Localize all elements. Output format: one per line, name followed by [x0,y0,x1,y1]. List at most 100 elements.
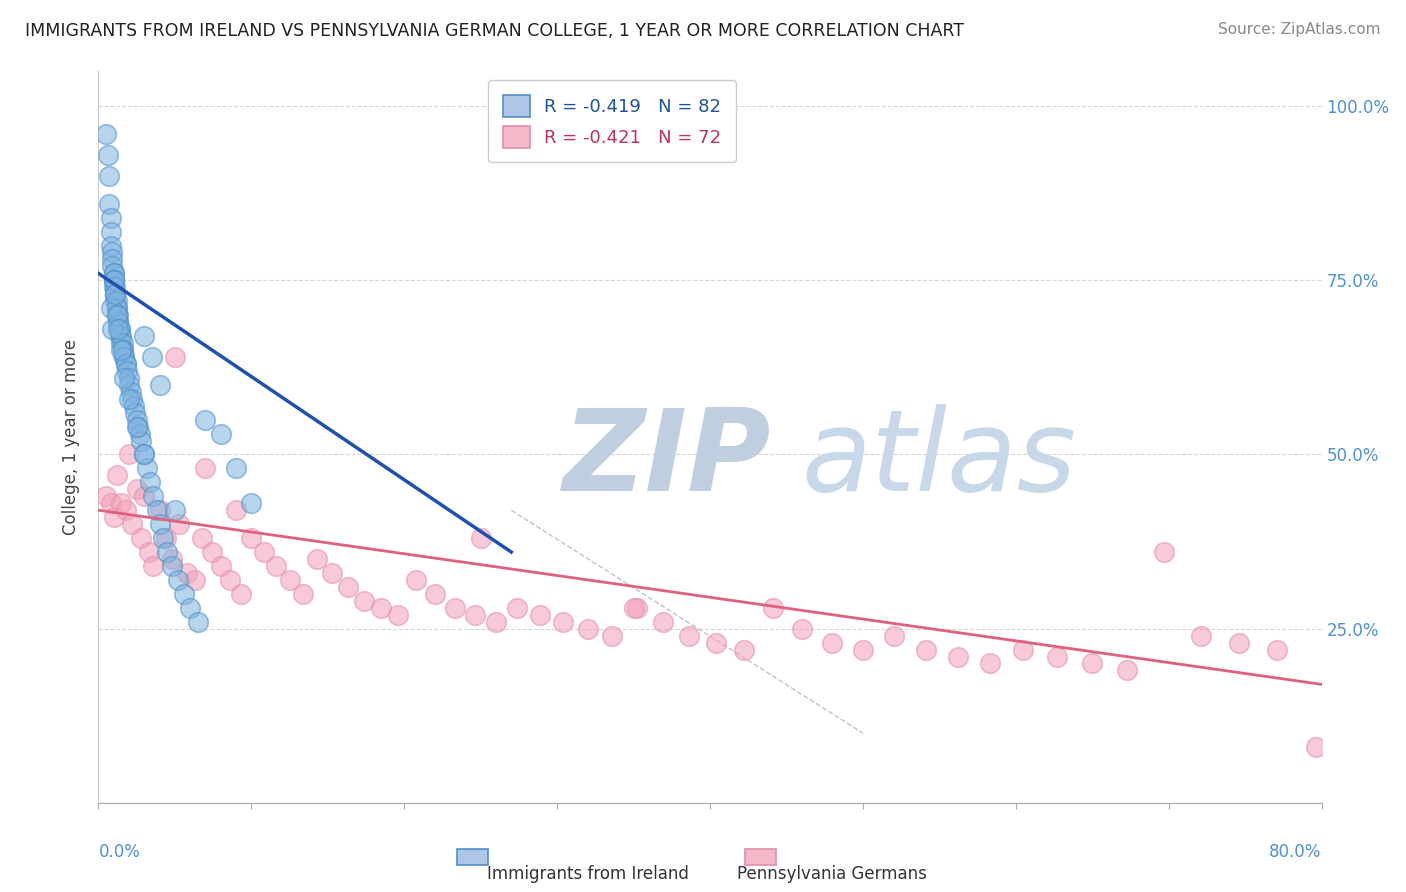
Point [240,496,263,510]
Point [883,629,905,643]
Point [97,148,120,162]
Point [110,329,132,343]
Point [370,600,392,615]
Point [733,642,755,657]
Point [104,287,127,301]
Point [163,503,186,517]
Text: Pennsylvania Germans: Pennsylvania Germans [737,865,928,883]
Point [187,615,209,629]
Point [112,371,135,385]
Point [101,252,124,267]
Legend: R = -0.419   N = 82, R = -0.421   N = 72: R = -0.419 N = 82, R = -0.421 N = 72 [488,80,735,162]
Point [134,329,156,343]
Point [110,496,132,510]
Point [107,315,129,329]
Point [209,558,232,573]
Point [101,260,124,274]
Point [136,461,159,475]
Point [134,489,156,503]
Point [104,287,127,301]
Point [125,419,148,434]
Point [762,600,785,615]
Point [225,461,247,475]
Point [100,496,122,510]
Point [1081,657,1104,671]
Point [1116,664,1139,678]
Point [108,329,131,343]
Point [107,322,129,336]
Point [1153,545,1175,559]
Point [118,448,141,462]
Point [790,622,813,636]
Point [108,322,131,336]
Point [152,531,174,545]
Point [121,517,143,532]
Point [149,377,172,392]
Point [104,280,127,294]
Point [105,308,128,322]
Point [100,211,122,225]
Point [138,545,160,559]
Point [946,649,969,664]
Point [118,392,141,406]
Point [200,545,222,559]
Point [623,600,645,615]
Point [122,399,145,413]
Point [105,301,128,316]
Point [1189,629,1212,643]
Point [142,558,165,573]
Point [229,587,252,601]
Point [336,580,359,594]
Point [94,127,117,141]
Point [156,545,179,559]
Point [149,517,172,532]
Point [125,412,148,426]
Point [103,273,125,287]
Point [176,566,198,580]
Point [121,392,143,406]
Point [704,635,727,649]
Point [103,273,125,287]
Text: 80.0%: 80.0% [1270,843,1322,861]
Point [179,600,201,615]
Point [108,322,131,336]
Text: Source: ZipAtlas.com: Source: ZipAtlas.com [1218,22,1381,37]
Point [129,531,152,545]
Point [387,607,409,622]
Point [107,308,129,322]
Point [219,573,242,587]
Point [485,615,508,629]
Point [821,635,844,649]
Text: ZIP: ZIP [564,403,772,515]
Text: 0.0%: 0.0% [98,843,141,861]
Point [423,587,446,601]
Point [118,377,141,392]
Point [1227,635,1250,649]
Point [110,343,132,357]
Point [124,406,146,420]
Point [105,308,128,322]
Point [98,169,121,183]
Point [163,350,186,364]
Point [252,545,274,559]
Point [470,531,492,545]
Point [1012,642,1035,657]
Point [292,587,315,601]
Point [160,558,183,573]
Point [149,503,172,517]
Point [307,552,329,566]
Point [209,426,232,441]
Text: atlas: atlas [801,403,1077,515]
Point [914,642,936,657]
Point [184,573,207,587]
Point [103,273,125,287]
Point [98,196,121,211]
Point [103,280,125,294]
Point [626,600,648,615]
Point [115,503,138,517]
Point [145,503,167,517]
Point [117,364,139,378]
Text: Immigrants from Ireland: Immigrants from Ireland [486,865,689,883]
Point [105,301,128,316]
Point [600,629,623,643]
